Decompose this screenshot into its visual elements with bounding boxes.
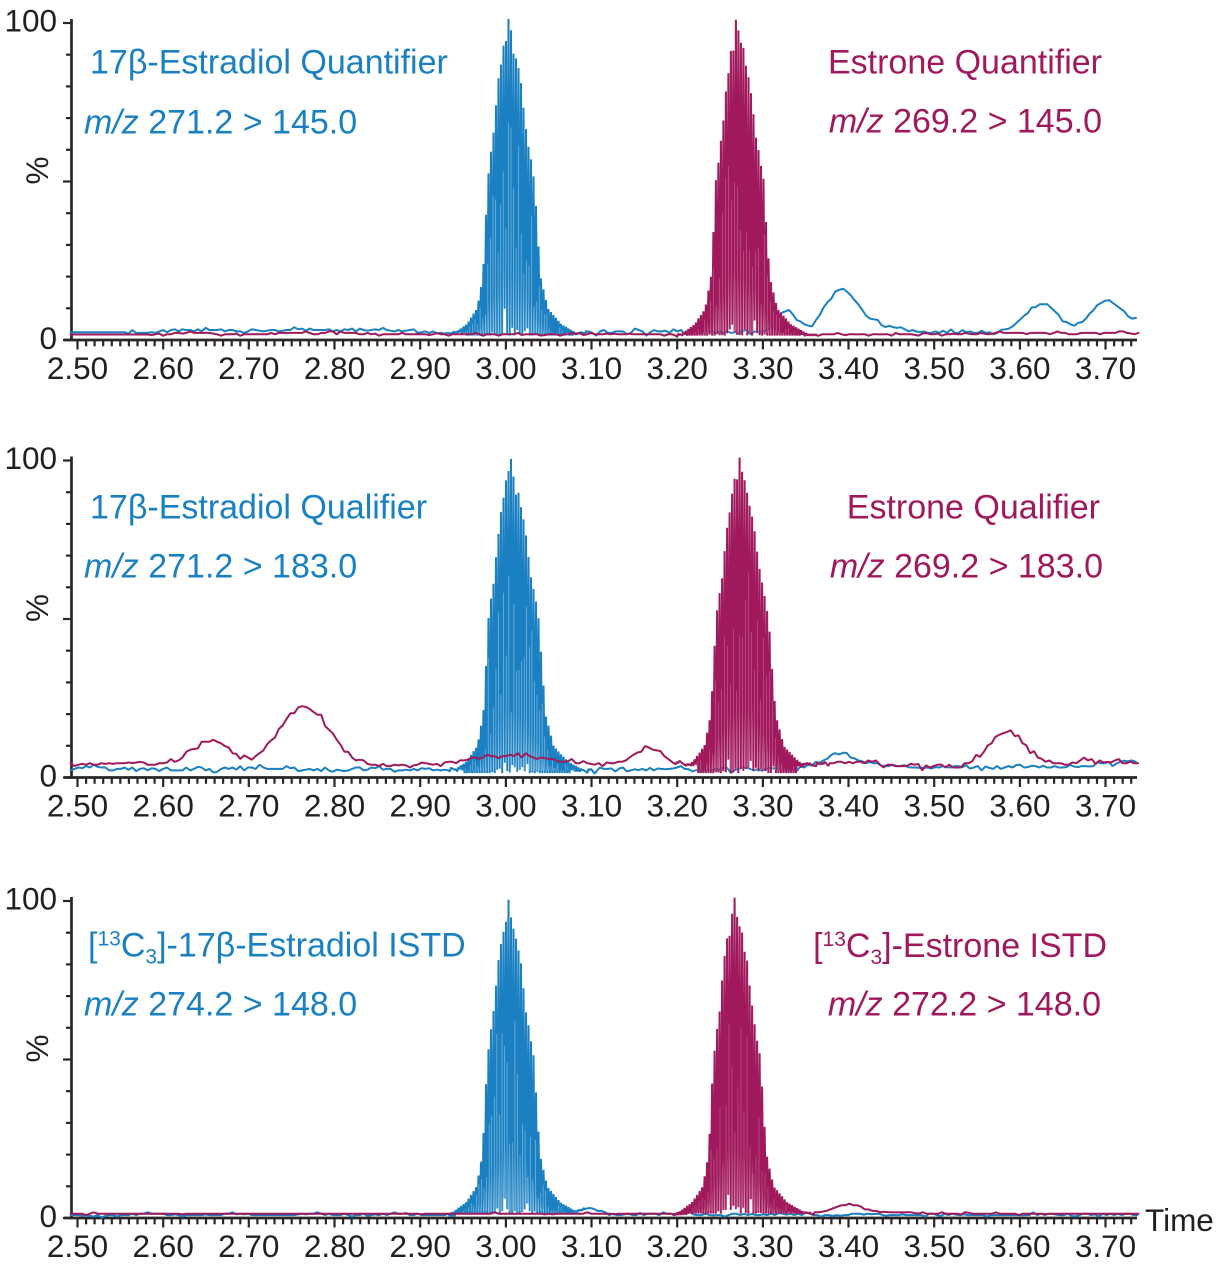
svg-text:3.70: 3.70 (1075, 1228, 1136, 1264)
svg-text:3.10: 3.10 (561, 788, 622, 824)
svg-text:3.10: 3.10 (561, 350, 622, 386)
svg-text:m/z 269.2 > 183.0: m/z 269.2 > 183.0 (830, 548, 1103, 586)
svg-text:3.30: 3.30 (732, 1228, 793, 1264)
svg-text:2.90: 2.90 (390, 788, 451, 824)
svg-text:3.20: 3.20 (647, 350, 708, 386)
svg-text:[13C3]-Estrone ISTD: [13C3]-Estrone ISTD (813, 927, 1107, 969)
svg-text:2.80: 2.80 (304, 1228, 365, 1264)
svg-text:Time: Time (1145, 1202, 1214, 1238)
svg-text:3.30: 3.30 (732, 350, 793, 386)
svg-text:Estrone Qualifier: Estrone Qualifier (847, 489, 1100, 527)
svg-text:m/z 274.2 > 148.0: m/z 274.2 > 148.0 (84, 986, 357, 1024)
svg-text:3.60: 3.60 (989, 1228, 1050, 1264)
svg-text:2.50: 2.50 (47, 350, 108, 386)
svg-text:0: 0 (39, 758, 57, 794)
svg-text:2.70: 2.70 (218, 350, 279, 386)
svg-text:2.70: 2.70 (218, 1228, 279, 1264)
svg-text:3.70: 3.70 (1075, 350, 1136, 386)
svg-text:3.30: 3.30 (732, 788, 793, 824)
svg-text:3.00: 3.00 (475, 788, 536, 824)
svg-text:[13C3]-17β-Estradiol ISTD: [13C3]-17β-Estradiol ISTD (88, 927, 466, 969)
svg-text:3.40: 3.40 (818, 1228, 879, 1264)
svg-text:2.80: 2.80 (304, 350, 365, 386)
svg-text:2.60: 2.60 (133, 788, 194, 824)
svg-text:2.90: 2.90 (390, 1228, 451, 1264)
svg-text:m/z 272.2 > 148.0: m/z 272.2 > 148.0 (828, 986, 1101, 1024)
svg-text:3.00: 3.00 (475, 350, 536, 386)
svg-text:3.10: 3.10 (561, 1228, 622, 1264)
svg-text:m/z 269.2 > 145.0: m/z 269.2 > 145.0 (829, 103, 1102, 141)
svg-text:2.60: 2.60 (133, 350, 194, 386)
svg-text:3.50: 3.50 (904, 350, 965, 386)
svg-text:100: 100 (4, 440, 57, 476)
svg-text:3.50: 3.50 (904, 788, 965, 824)
svg-text:3.60: 3.60 (989, 788, 1050, 824)
svg-text:100: 100 (4, 881, 57, 917)
svg-text:100: 100 (4, 3, 57, 39)
svg-text:m/z 271.2 > 145.0: m/z 271.2 > 145.0 (84, 104, 357, 142)
svg-text:2.90: 2.90 (390, 350, 451, 386)
svg-text:%: % (19, 594, 55, 622)
svg-text:17β-Estradiol Quantifier: 17β-Estradiol Quantifier (90, 44, 448, 82)
svg-text:3.40: 3.40 (818, 788, 879, 824)
svg-text:3.20: 3.20 (647, 788, 708, 824)
svg-text:3.70: 3.70 (1075, 788, 1136, 824)
svg-text:17β-Estradiol Qualifier: 17β-Estradiol Qualifier (90, 489, 427, 527)
svg-text:3.50: 3.50 (904, 1228, 965, 1264)
svg-text:2.50: 2.50 (47, 1228, 108, 1264)
svg-text:%: % (19, 1034, 55, 1062)
svg-text:0: 0 (39, 1198, 57, 1234)
svg-text:3.00: 3.00 (475, 1228, 536, 1264)
svg-text:Estrone Quantifier: Estrone Quantifier (828, 44, 1102, 82)
svg-text:3.20: 3.20 (647, 1228, 708, 1264)
svg-text:2.60: 2.60 (133, 1228, 194, 1264)
svg-text:0: 0 (39, 320, 57, 356)
svg-text:2.70: 2.70 (218, 788, 279, 824)
svg-text:2.80: 2.80 (304, 788, 365, 824)
svg-text:3.60: 3.60 (989, 350, 1050, 386)
svg-text:%: % (19, 156, 55, 184)
svg-text:m/z 271.2 > 183.0: m/z 271.2 > 183.0 (84, 548, 357, 586)
svg-text:3.40: 3.40 (818, 350, 879, 386)
svg-text:2.50: 2.50 (47, 788, 108, 824)
